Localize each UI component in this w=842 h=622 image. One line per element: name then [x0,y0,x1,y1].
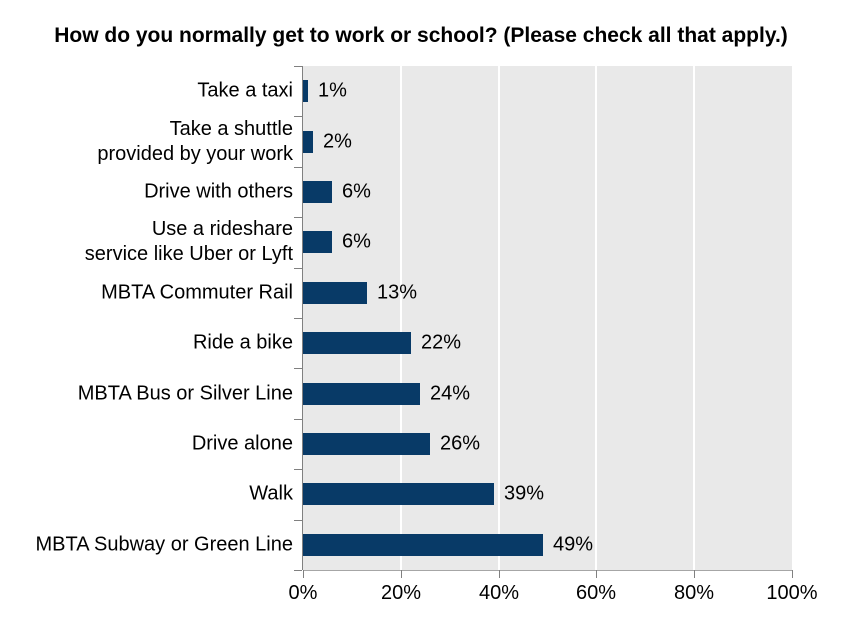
category-label-line: MBTA Commuter Rail [101,281,293,304]
bar-value-label: 22% [421,331,462,354]
gridline [693,66,695,570]
x-tick-label: 20% [380,582,422,604]
category-tick [294,268,302,269]
category-label: MBTA Bus or Silver Line [0,382,293,407]
category-label: MBTA Commuter Rail [0,281,293,306]
value-tick [401,570,402,578]
bar [303,131,313,153]
category-label: Drive alone [0,432,293,457]
bar-value-label: 1% [318,79,347,102]
category-label-line: MBTA Subway or Green Line [35,533,293,556]
category-label-line: Use a rideshare [151,218,293,240]
category-tick [294,66,302,67]
bar [303,534,543,556]
value-axis-line [303,570,793,571]
bar [303,332,411,354]
category-label: Drive with others [0,180,293,205]
category-tick [294,318,302,319]
category-tick [294,520,302,521]
gridline [595,66,597,570]
category-label: MBTA Subway or Green Line [0,533,293,558]
x-tick-label: 40% [478,582,520,604]
value-tick [792,570,793,578]
x-tick-label: 100% [766,582,818,604]
bar [303,282,367,304]
gridline [498,66,500,570]
category-label-line: Walk [249,482,293,505]
x-tick-label: 60% [575,582,617,604]
bar-value-label: 6% [342,180,371,203]
category-tick [294,419,302,420]
value-tick [499,570,500,578]
bar-value-label: 39% [504,482,545,505]
category-label: Take a shuttle provided by your work [0,117,293,167]
x-tick-label: 80% [673,582,715,604]
bar [303,181,332,203]
plot-area: 1% 2% 6% 6% 13% 22% 24% 26% 39% 49% [303,66,792,570]
bar [303,483,494,505]
value-tick [303,570,304,578]
category-axis-line [302,66,303,570]
category-label-line: Drive alone [191,432,293,455]
bar-value-label: 2% [323,130,352,153]
bar [303,433,430,455]
category-tick [294,167,302,168]
category-tick [294,469,302,470]
category-label: Walk [0,482,293,507]
bar-value-label: 13% [377,281,418,304]
value-tick [694,570,695,578]
x-tick-label: 0% [288,582,318,604]
gridline [400,66,402,570]
category-label-line: Ride a bike [192,331,293,354]
category-label-line: provided by your work [97,143,293,165]
category-label-line: MBTA Bus or Silver Line [77,382,293,405]
category-label: Use a rideshare service like Uber or Lyft [0,217,293,267]
category-label-line: Take a shuttle [169,118,293,140]
bar [303,231,332,253]
bar-value-label: 26% [440,432,481,455]
category-tick [294,368,302,369]
category-label: Take a taxi [0,79,293,104]
category-tick [294,570,302,571]
category-label: Ride a bike [0,331,293,356]
category-label-line: Drive with others [144,180,293,203]
category-tick [294,217,302,218]
value-tick [596,570,597,578]
bar-value-label: 6% [342,230,371,253]
bar-value-label: 49% [553,533,594,556]
category-label-line: service like Uber or Lyft [84,243,293,265]
category-label-line: Take a taxi [197,79,293,102]
bar [303,80,308,102]
chart-title: How do you normally get to work or schoo… [54,24,788,47]
category-tick [294,116,302,117]
bar [303,383,420,405]
bar-value-label: 24% [430,382,471,405]
